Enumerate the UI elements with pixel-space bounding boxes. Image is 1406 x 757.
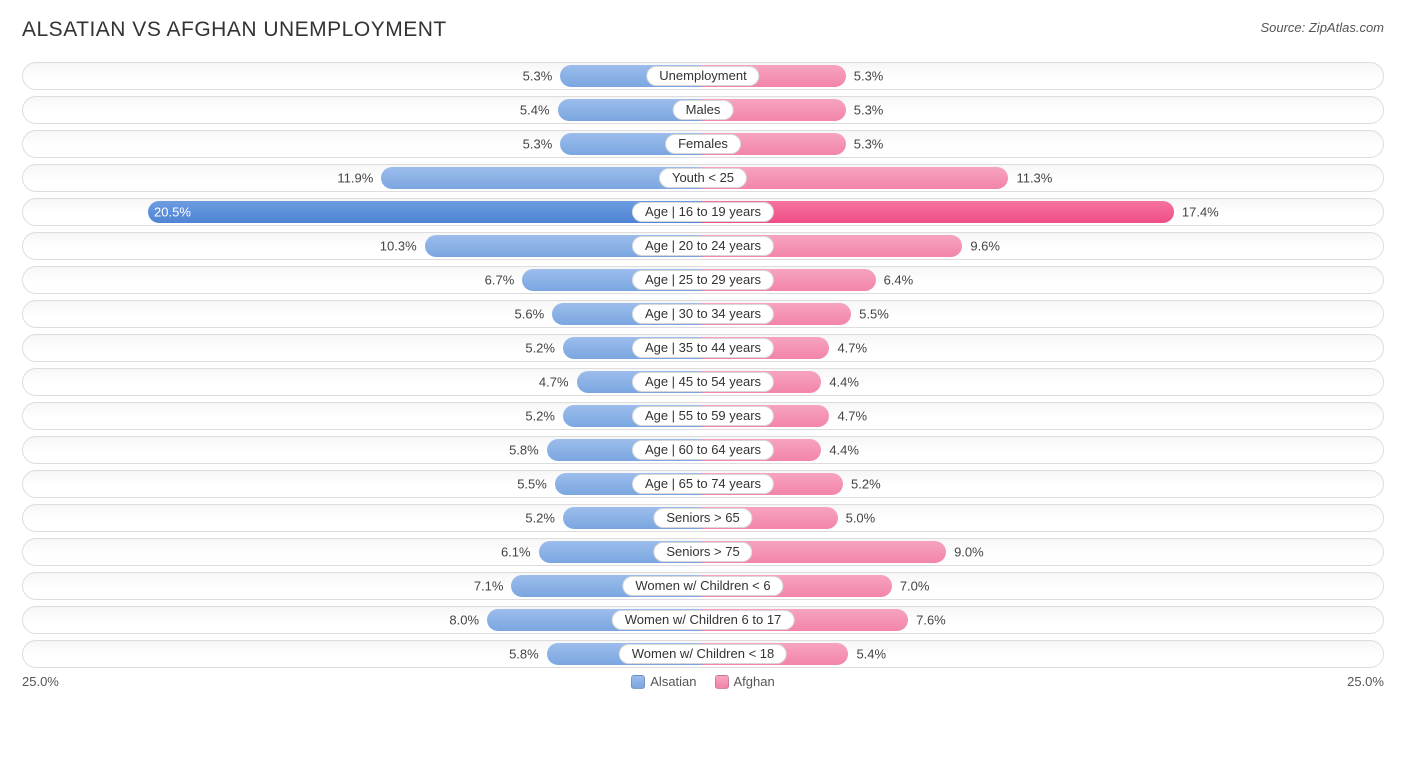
category-label: Age | 55 to 59 years bbox=[632, 406, 774, 426]
value-label-right: 9.6% bbox=[962, 239, 1000, 254]
legend-label-left: Alsatian bbox=[650, 674, 696, 689]
chart-row: 20.5% 17.4% Age | 16 to 19 years bbox=[22, 198, 1384, 226]
chart-row: 11.9%11.3%Youth < 25 bbox=[22, 164, 1384, 192]
bar-right: 11.3% bbox=[702, 167, 1008, 189]
value-label-right: 7.0% bbox=[892, 579, 930, 594]
value-label-right: 9.0% bbox=[946, 545, 984, 560]
category-label: Females bbox=[665, 134, 741, 154]
value-label-left: 6.1% bbox=[501, 545, 539, 560]
legend-swatch-right bbox=[715, 675, 729, 689]
value-label-left: 5.2% bbox=[525, 409, 563, 424]
value-label-right: 4.4% bbox=[821, 375, 859, 390]
chart-row: 5.5% 5.2% Age | 65 to 74 years bbox=[22, 470, 1384, 498]
chart-row: 4.7% 4.4% Age | 45 to 54 years bbox=[22, 368, 1384, 396]
value-label-left: 5.4% bbox=[520, 103, 558, 118]
chart-row: 5.8% 4.4% Age | 60 to 64 years bbox=[22, 436, 1384, 464]
chart-row: 5.2% 4.7% Age | 55 to 59 years bbox=[22, 402, 1384, 430]
category-label: Age | 45 to 54 years bbox=[632, 372, 774, 392]
value-label-right: 5.4% bbox=[848, 647, 886, 662]
category-label: Unemployment bbox=[646, 66, 759, 86]
chart-row: 5.8% 5.4% Women w/ Children < 18 bbox=[22, 640, 1384, 668]
value-label-right: 5.2% bbox=[843, 477, 881, 492]
category-label: Age | 30 to 34 years bbox=[632, 304, 774, 324]
chart-source: Source: ZipAtlas.com bbox=[1260, 20, 1384, 35]
value-label-right: 11.3% bbox=[1008, 171, 1052, 186]
value-label-right: 5.0% bbox=[838, 511, 876, 526]
value-label-left: 5.3% bbox=[523, 69, 561, 84]
chart-footer: 25.0% Alsatian Afghan 25.0% bbox=[22, 674, 1384, 689]
chart-row: 5.4% 5.3% Males bbox=[22, 96, 1384, 124]
axis-max-right: 25.0% bbox=[1347, 674, 1384, 689]
value-label-right: 4.7% bbox=[829, 341, 867, 356]
chart-row: 6.1% 9.0% Seniors > 75 bbox=[22, 538, 1384, 566]
legend-item-left: Alsatian bbox=[631, 674, 696, 689]
value-label-left: 5.8% bbox=[509, 647, 547, 662]
value-label-left: 5.8% bbox=[509, 443, 547, 458]
category-label: Age | 60 to 64 years bbox=[632, 440, 774, 460]
value-label-left: 10.3% bbox=[380, 239, 425, 254]
value-label-right: 5.5% bbox=[851, 307, 889, 322]
category-label: Women w/ Children < 18 bbox=[619, 644, 787, 664]
bar-left: 11.9% bbox=[381, 167, 704, 189]
category-label: Seniors > 65 bbox=[653, 508, 752, 528]
chart-row: 7.1% 7.0% Women w/ Children < 6 bbox=[22, 572, 1384, 600]
value-label-right: 5.3% bbox=[846, 69, 884, 84]
chart-row: 5.3% 5.3% Unemployment bbox=[22, 62, 1384, 90]
category-label: Youth < 25 bbox=[659, 168, 747, 188]
value-label-left: 5.3% bbox=[523, 137, 561, 152]
category-label: Age | 20 to 24 years bbox=[632, 236, 774, 256]
legend-item-right: Afghan bbox=[715, 674, 775, 689]
bar-left: 20.5% bbox=[148, 201, 704, 223]
category-label: Women w/ Children < 6 bbox=[622, 576, 783, 596]
value-label-left: 5.5% bbox=[517, 477, 555, 492]
value-label-left: 4.7% bbox=[539, 375, 577, 390]
value-label-left: 6.7% bbox=[485, 273, 523, 288]
value-label-left: 8.0% bbox=[449, 613, 487, 628]
category-label: Women w/ Children 6 to 17 bbox=[612, 610, 795, 630]
legend: Alsatian Afghan bbox=[631, 674, 774, 689]
value-label-left: 20.5% bbox=[154, 205, 191, 220]
value-label-left: 11.9% bbox=[337, 171, 381, 186]
chart-row: 5.2% 4.7% Age | 35 to 44 years bbox=[22, 334, 1384, 362]
category-label: Age | 65 to 74 years bbox=[632, 474, 774, 494]
value-label-right: 7.6% bbox=[908, 613, 946, 628]
category-label: Age | 25 to 29 years bbox=[632, 270, 774, 290]
chart-row: 10.3% 9.6% Age | 20 to 24 years bbox=[22, 232, 1384, 260]
chart-header: ALSATIAN VS AFGHAN UNEMPLOYMENT Source: … bbox=[22, 18, 1384, 42]
chart-row: 5.6% 5.5% Age | 30 to 34 years bbox=[22, 300, 1384, 328]
category-label: Seniors > 75 bbox=[653, 542, 752, 562]
value-label-right: 6.4% bbox=[876, 273, 914, 288]
category-label: Males bbox=[673, 100, 734, 120]
value-label-left: 7.1% bbox=[474, 579, 512, 594]
category-label: Age | 16 to 19 years bbox=[632, 202, 774, 222]
legend-swatch-left bbox=[631, 675, 645, 689]
value-label-right: 4.4% bbox=[821, 443, 859, 458]
value-label-right: 5.3% bbox=[846, 103, 884, 118]
chart-title: ALSATIAN VS AFGHAN UNEMPLOYMENT bbox=[22, 18, 447, 42]
value-label-right: 17.4% bbox=[1174, 205, 1219, 220]
value-label-left: 5.2% bbox=[525, 511, 563, 526]
value-label-right: 4.7% bbox=[829, 409, 867, 424]
category-label: Age | 35 to 44 years bbox=[632, 338, 774, 358]
chart-row: 8.0% 7.6% Women w/ Children 6 to 17 bbox=[22, 606, 1384, 634]
axis-max-left: 25.0% bbox=[22, 674, 59, 689]
chart-row: 5.3% 5.3% Females bbox=[22, 130, 1384, 158]
chart-row: 6.7% 6.4% Age | 25 to 29 years bbox=[22, 266, 1384, 294]
value-label-right: 5.3% bbox=[846, 137, 884, 152]
value-label-left: 5.6% bbox=[515, 307, 553, 322]
legend-label-right: Afghan bbox=[734, 674, 775, 689]
value-label-left: 5.2% bbox=[525, 341, 563, 356]
diverging-bar-chart: 5.3%5.3%Unemployment5.4%5.3%Males5.3%5.3… bbox=[22, 62, 1384, 668]
chart-row: 5.2% 5.0% Seniors > 65 bbox=[22, 504, 1384, 532]
